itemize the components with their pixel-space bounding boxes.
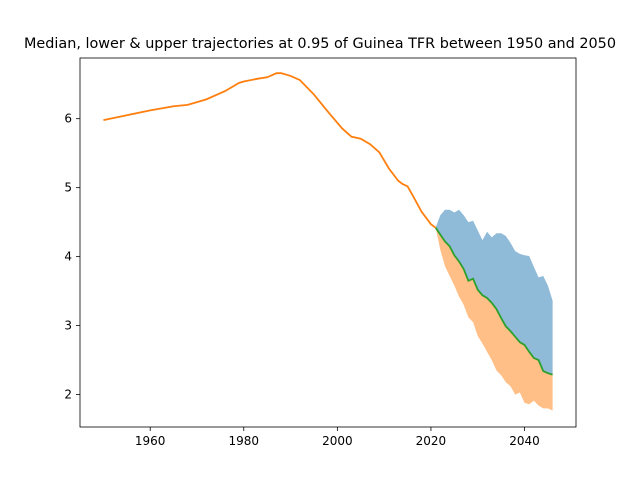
axes-frame: [79, 57, 577, 428]
history-line: [103, 72, 437, 229]
x-tick-label: 2020: [416, 434, 447, 448]
y-tick-label: 5: [64, 181, 72, 195]
upper-band: [435, 209, 553, 375]
x-tick-label: 2000: [322, 434, 353, 448]
chart-title: Median, lower & upper trajectories at 0.…: [24, 36, 616, 52]
y-tick-label: 2: [64, 388, 72, 402]
x-tick-label: 2040: [509, 434, 540, 448]
y-tick-label: 4: [64, 250, 72, 264]
x-tick-label: 1960: [135, 434, 166, 448]
y-tick-label: 3: [64, 319, 72, 333]
x-tick-label: 1980: [229, 434, 260, 448]
median-line: [434, 227, 553, 376]
axis-ticks: 1960 1980 2000 2020 2040 2 3 4 5 6: [64, 112, 539, 448]
plot-area: [103, 72, 553, 411]
y-tick-label: 6: [64, 112, 72, 126]
